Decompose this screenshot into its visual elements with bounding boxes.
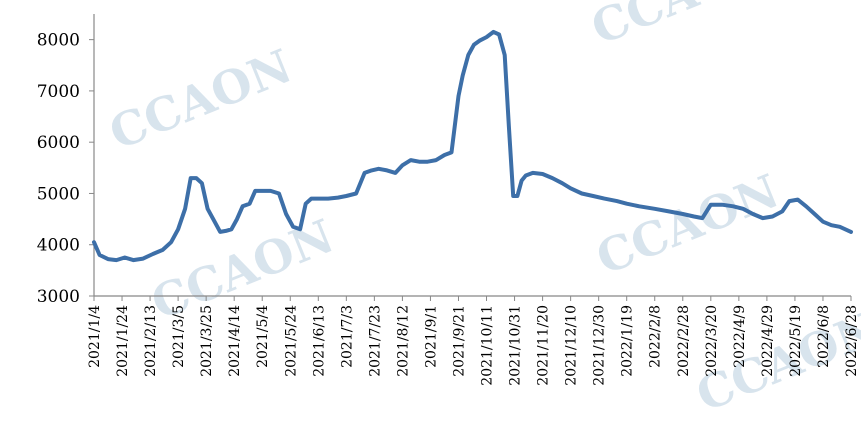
y-tick-label: 8000 [37,31,80,51]
watermark-text: CCAON [589,164,786,286]
x-tick-label: 2021/12/30 [592,305,608,386]
y-axis-ticks: 3000 4000 5000 6000 7000 8000 [37,31,94,307]
x-tick-label: 2022/5/19 [788,305,804,377]
y-tick-label: 6000 [37,133,80,153]
x-tick-label: 2021/8/12 [395,305,411,377]
series-line [92,29,853,263]
x-tick-label: 2021/3/5 [171,305,187,368]
y-tick-label: 3000 [37,287,80,307]
watermark-text: CCAON [584,0,781,55]
series-layer [92,29,853,263]
x-tick-label: 2021/5/4 [255,305,271,368]
x-tick-label: 2021/9/1 [423,305,439,368]
y-tick-label: 7000 [37,82,80,102]
x-tick-label: 2022/4/9 [732,305,748,368]
x-tick-label: 2021/6/13 [311,305,327,377]
watermark-text: CCAON [102,39,299,161]
x-tick-label: 2022/2/28 [676,305,692,377]
axes [93,14,851,297]
x-tick-label: 2022/6/28 [844,305,860,377]
x-tick-label: 2021/1/4 [87,305,103,368]
x-tick-label: 2022/2/8 [648,305,664,368]
x-tick-label: 2022/3/20 [704,305,720,377]
x-tick-label: 2021/11/20 [536,305,552,386]
x-tick-label: 2021/5/24 [283,305,299,377]
x-tick-label: 2021/9/21 [451,305,467,377]
x-tick-label: 2021/10/31 [508,305,524,386]
x-tick-label: 2021/1/24 [115,305,131,377]
y-tick-label: 4000 [37,236,80,256]
y-tick-label: 5000 [37,184,80,204]
x-tick-label: 2021/7/3 [339,305,355,368]
x-tick-label: 2022/1/19 [620,305,636,377]
x-axis-ticks: 2021/1/4 2021/1/24 2021/2/13 2021/3/5 2021/3… [87,296,860,386]
x-tick-label: 2021/7/23 [367,305,383,377]
x-tick-label: 2021/3/25 [199,305,215,377]
x-tick-label: 2021/12/10 [564,305,580,386]
x-tick-label: 2022/6/8 [816,305,832,368]
x-tick-label: 2021/2/13 [143,305,159,377]
x-tick-label: 2021/10/11 [480,305,496,386]
x-tick-label: 2022/4/29 [760,305,776,377]
x-tick-label: 2021/4/14 [227,305,243,377]
